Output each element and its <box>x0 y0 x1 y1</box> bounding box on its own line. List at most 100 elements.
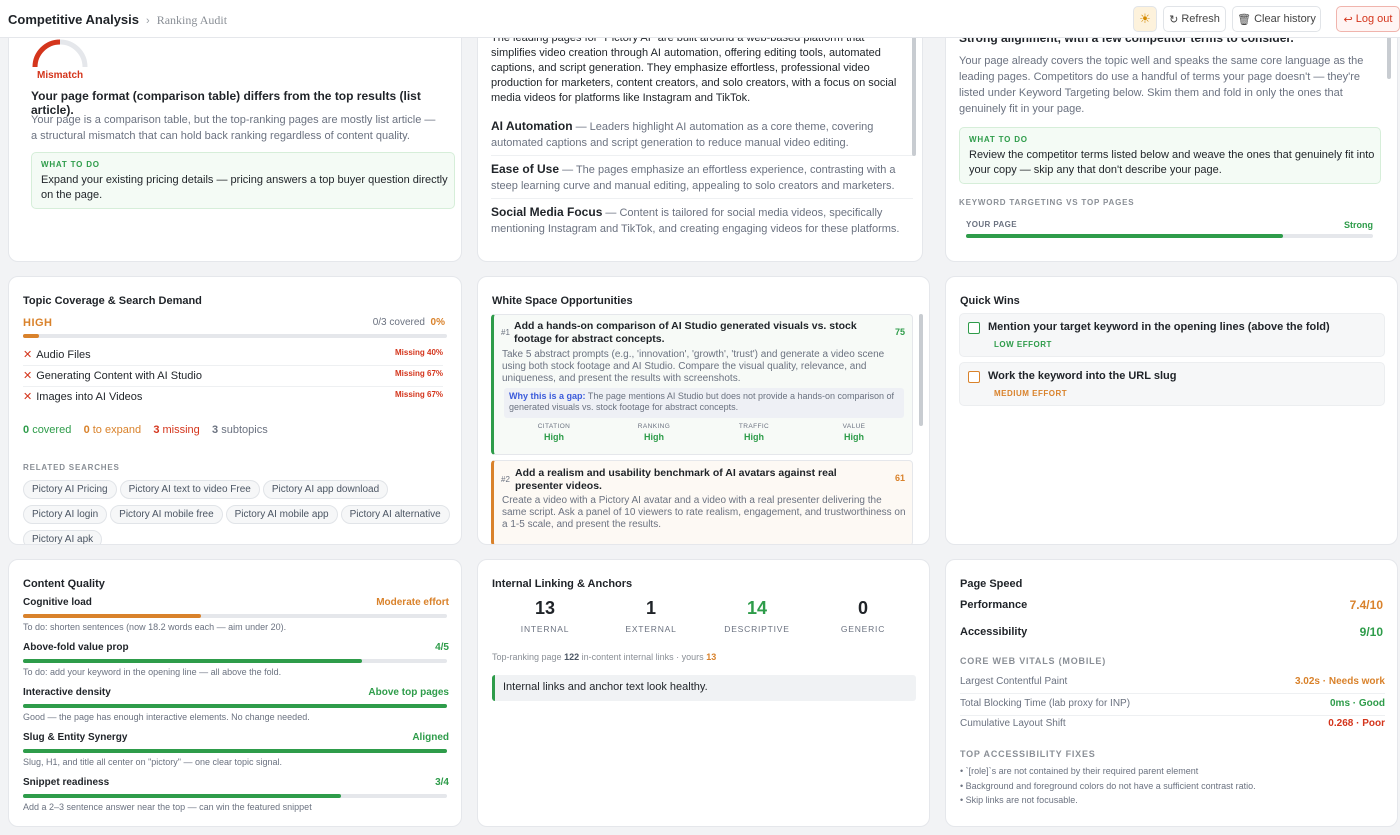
cwv-label: CORE WEB VITALS (MOBILE) <box>960 656 1107 666</box>
link-stat-value: 13 <box>534 598 556 618</box>
white-space-scrollbar[interactable] <box>919 314 923 426</box>
trash-icon: 🗑 <box>1237 13 1252 26</box>
related-chip[interactable]: Pictory AI mobile free <box>110 505 223 524</box>
theme-text: — The pages emphasize an effortless expe… <box>491 164 896 192</box>
themes-scrollbar[interactable] <box>912 21 916 156</box>
top-ranking-comparison: Top-ranking page 122 in-content internal… <box>492 652 716 662</box>
subtopic-status: Missing 67% <box>394 390 443 399</box>
quality-note: To do: shorten sentences (now 18.2 words… <box>23 622 287 632</box>
subtopics-n: 3 <box>212 424 219 436</box>
vital-value: 0.268 · Poor <box>1328 718 1385 729</box>
vital-row: Largest Contentful Paint 3.02s · Needs wo… <box>960 672 1385 694</box>
quality-note: Slug, H1, and title all center on "picto… <box>23 757 283 767</box>
gauge-fill <box>32 39 61 68</box>
opportunity-score: 61 <box>894 473 905 483</box>
missing-label: missing <box>162 424 200 436</box>
related-chip[interactable]: Pictory AI login <box>23 505 108 524</box>
refresh-button[interactable]: ↻ Refresh <box>1163 6 1226 32</box>
format-todo-box: WHAT TO DO Expand your existing pricing … <box>31 152 455 209</box>
keyword-bar <box>966 234 1373 238</box>
clear-history-button[interactable]: 🗑 Clear history <box>1232 6 1321 32</box>
metric-value: High <box>744 432 764 442</box>
quick-win-item[interactable]: Work the keyword into the URL slug MEDIU… <box>959 362 1385 406</box>
vital-row: Cumulative Layout Shift 0.268 · Poor <box>960 716 1385 738</box>
opportunity-metrics: CITATION High RANKING High TRAFFIC High VAL… <box>504 423 904 442</box>
white-space-title: White Space Opportunities <box>492 295 633 307</box>
quality-status: Moderate effort <box>376 597 449 608</box>
theme-text: — Content is tailored for social media v… <box>491 207 900 235</box>
metric: VALUE High <box>804 423 904 442</box>
subtopic-status: Missing 67% <box>394 369 443 378</box>
expand-label: to expand <box>92 424 142 436</box>
related-chip[interactable]: Pictory AI Pricing <box>23 480 117 499</box>
theme-item: Social Media Focus — Content is tailored… <box>491 204 913 242</box>
checkbox[interactable] <box>968 322 980 334</box>
content-quality-title: Content Quality <box>23 578 105 590</box>
quick-win-label: Work the keyword into the URL slug <box>988 370 1177 382</box>
subtopics-label: subtopics <box>221 424 268 436</box>
top-mid: in-content internal links · yours <box>581 652 704 662</box>
quality-status: 3/4 <box>435 777 449 788</box>
todo-label: WHAT TO DO <box>969 135 1028 144</box>
topic-coverage-card: Topic Coverage & Search Demand HIGH 0/3 … <box>8 276 462 545</box>
related-chip[interactable]: Pictory AI text to video Free <box>119 480 260 499</box>
accessibility-score: 9/10 <box>1359 625 1383 639</box>
related-chip[interactable]: Pictory AI apk <box>23 530 103 544</box>
theme-toggle-button[interactable]: ☀ <box>1133 6 1157 32</box>
yours-count: 13 <box>706 652 717 662</box>
breadcrumb-separator: › <box>146 15 150 27</box>
vital-value: 3.02s · Needs work <box>1294 676 1385 687</box>
content-quality-card: Content Quality Cognitive load Moderate e… <box>8 559 462 827</box>
todo-text: Expand your existing pricing details — p… <box>41 174 448 201</box>
related-chip[interactable]: Pictory AI mobile app <box>225 505 338 524</box>
subtopic-status: Missing 40% <box>394 348 443 357</box>
todo-label: WHAT TO DO <box>41 160 100 169</box>
theme-item: AI Automation — Leaders highlight AI aut… <box>491 118 913 156</box>
page-title: Ranking Audit <box>156 13 228 27</box>
accessibility-fixes-label: TOP ACCESSIBILITY FIXES <box>960 749 1096 759</box>
link-stats: 13 INTERNAL 1 EXTERNAL 14 DESCRIPTIVE 0 GENE… <box>492 598 916 634</box>
checkbox[interactable] <box>968 371 980 383</box>
related-chip[interactable]: Pictory AI alternative <box>340 505 450 524</box>
themes-card: The leading pages for "Pictory AI" are b… <box>477 20 923 262</box>
quality-bar <box>23 659 447 663</box>
metric: CITATION High <box>504 423 604 442</box>
related-chip[interactable]: Pictory AI app download <box>262 480 389 499</box>
related-searches: Pictory AI Pricing Pictory AI text to vid… <box>23 479 453 544</box>
keyword-status: Strong <box>1344 220 1373 230</box>
vital-name: Cumulative Layout Shift <box>960 718 1066 729</box>
topic-coverage-title: Topic Coverage & Search Demand <box>23 295 202 307</box>
quality-bar <box>23 794 447 798</box>
x-icon: ✕ <box>23 370 33 382</box>
linking-note: Internal links and anchor text look heal… <box>492 675 916 701</box>
expand-n: 0 <box>83 424 90 436</box>
metric-value: High <box>844 432 864 442</box>
quality-status: 4/5 <box>435 642 449 653</box>
opportunity-card[interactable]: #1 Add a hands-on comparison of AI Studi… <box>491 314 913 455</box>
alignment-card: Strong alignment, with a few competitor … <box>945 20 1398 262</box>
opportunity-score: 75 <box>894 327 905 337</box>
app-title[interactable]: Competitive Analysis <box>8 12 140 27</box>
accessibility-fixes: • `[role]`s are not contained by their r… <box>960 764 1256 808</box>
alignment-scrollbar[interactable] <box>1387 21 1391 79</box>
quality-bar-fill <box>23 704 447 708</box>
subtopic-name: Images into AI Videos <box>36 391 143 403</box>
logout-button[interactable]: ↩ Log out <box>1336 6 1400 32</box>
opportunity-body: Create a video with a Pictory AI avatar … <box>502 495 906 530</box>
quick-win-item[interactable]: Mention your target keyword in the openi… <box>959 313 1385 357</box>
accessibility-label: Accessibility <box>960 626 1028 638</box>
quality-bar-fill <box>23 749 447 753</box>
page-speed-card: Page Speed Performance 7.4/10 Accessibil… <box>945 559 1398 827</box>
metric-key: CITATION <box>537 423 571 430</box>
opportunity-rank: #2 <box>501 475 510 484</box>
subtopic-row: ✕ Audio Files Missing 40% <box>23 345 443 366</box>
quality-row: Above-fold value prop 4/5 To do: add your … <box>23 642 449 686</box>
opportunity-body: Take 5 abstract prompts (e.g., 'innovati… <box>502 349 885 384</box>
quality-name: Slug & Entity Synergy <box>23 732 128 743</box>
alignment-todo-box: WHAT TO DO Review the competitor terms l… <box>959 127 1381 184</box>
opportunity-card[interactable]: #2 Add a realism and usability benchmark… <box>491 460 913 544</box>
clear-history-label: Clear history <box>1254 13 1316 25</box>
subtopic-row: ✕ Generating Content with AI Studio Missin… <box>23 366 443 387</box>
link-stat: 0 GENERIC <box>810 598 916 634</box>
top-count: 122 <box>564 652 580 662</box>
